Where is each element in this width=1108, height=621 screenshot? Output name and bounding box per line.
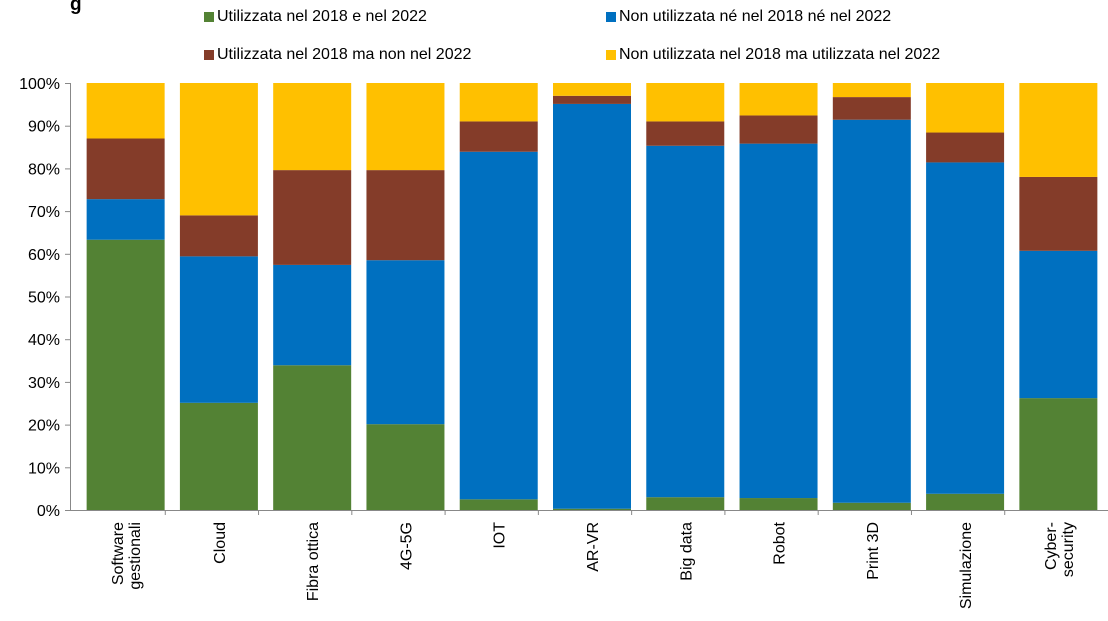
y-tick-label: 30% (28, 375, 60, 392)
bar-segment (366, 83, 445, 171)
bar-segment (179, 402, 258, 510)
x-tick-label: AR-VR (585, 522, 602, 572)
bar-segment (273, 170, 352, 265)
bar-segment (739, 143, 818, 499)
bar-segment (459, 83, 538, 122)
bar-segment (832, 83, 911, 98)
y-tick-label: 50% (28, 290, 60, 307)
bar-segment (1019, 83, 1098, 177)
bar-segment (179, 83, 258, 216)
legend-label-2: Utilizzata nel 2018 ma non nel 2022 (217, 46, 472, 63)
bar-segment (926, 162, 1005, 494)
legend-label-3: Non utilizzata nel 2018 ma utilizzata ne… (619, 46, 941, 63)
bar-segment (832, 502, 911, 510)
y-tick-label: 100% (19, 76, 60, 93)
x-tick-label: Robot (772, 521, 789, 564)
y-tick-label: 60% (28, 247, 60, 264)
bar-segment (926, 493, 1005, 510)
bar-segment (553, 508, 631, 510)
legend-item-3: Non utilizzata nel 2018 ma utilizzata ne… (606, 46, 940, 64)
legend-item-0: Utilizzata nel 2018 e nel 2022 (204, 8, 427, 26)
bar-segment (739, 498, 818, 510)
bar-segment (646, 497, 725, 510)
chart-title-fragment: g (70, 0, 82, 16)
y-tick-label: 20% (28, 418, 60, 435)
x-tick-label: Big data (678, 522, 695, 581)
y-tick-label: 90% (28, 119, 60, 136)
bar-segment (86, 83, 165, 139)
bar-segment (179, 256, 258, 403)
legend-swatch-0 (204, 12, 214, 22)
x-tick-label: Softwaregestionali (110, 522, 144, 590)
x-tick-label: Fibra ottica (305, 522, 322, 601)
bar-segment (366, 170, 445, 261)
bar-segment (273, 365, 352, 510)
bar-segment (273, 264, 352, 366)
legend-label-1: Non utilizzata né nel 2018 né nel 2022 (619, 8, 892, 25)
title-text: g (70, 0, 82, 15)
x-tick-label: Cyber-security (1043, 522, 1077, 577)
bar-segment (86, 239, 165, 511)
bar-segment (366, 424, 445, 510)
legend-swatch-3 (606, 50, 616, 60)
legend-swatch-1 (606, 12, 616, 22)
bar-segment (739, 83, 818, 116)
x-tick-label: 4G-5G (398, 522, 415, 570)
x-tick-label: Print 3D (865, 522, 882, 580)
bar-segment (459, 151, 538, 500)
bar-segment (459, 121, 538, 152)
bar-segment (646, 121, 725, 146)
bar-segment (1019, 250, 1098, 399)
bar-segment (926, 132, 1005, 163)
y-tick-label: 0% (37, 503, 60, 520)
x-tick-label: Cloud (212, 522, 229, 564)
bar-segment (739, 115, 818, 144)
bar-segment (646, 83, 725, 122)
bar-segment (553, 103, 631, 509)
legend-item-2: Utilizzata nel 2018 ma non nel 2022 (204, 46, 471, 64)
bar-segment (1019, 398, 1098, 510)
y-tick-label: 80% (28, 161, 60, 178)
y-tick-label: 10% (28, 460, 60, 477)
bar-segment (1019, 176, 1098, 251)
bar-segment (553, 95, 631, 104)
bar-segment (926, 83, 1005, 133)
bar-segment (832, 97, 911, 120)
bar-segment (646, 145, 725, 498)
legend-item-1: Non utilizzata né nel 2018 né nel 2022 (606, 8, 891, 26)
bar-segment (179, 215, 258, 257)
bar-segment (832, 119, 911, 503)
legend-swatch-2 (204, 50, 214, 60)
bar-segment (273, 83, 352, 171)
bar-segment (459, 499, 538, 510)
x-tick-label: IOT (492, 522, 509, 549)
y-tick-label: 70% (28, 204, 60, 221)
bar-segment (86, 138, 165, 200)
x-tick-label: Simulazione (958, 522, 975, 609)
bar-segment (366, 260, 445, 425)
bar-segment (553, 83, 631, 96)
bar-segment (86, 199, 165, 240)
y-tick-label: 40% (28, 332, 60, 349)
legend-label-0: Utilizzata nel 2018 e nel 2022 (217, 8, 427, 25)
